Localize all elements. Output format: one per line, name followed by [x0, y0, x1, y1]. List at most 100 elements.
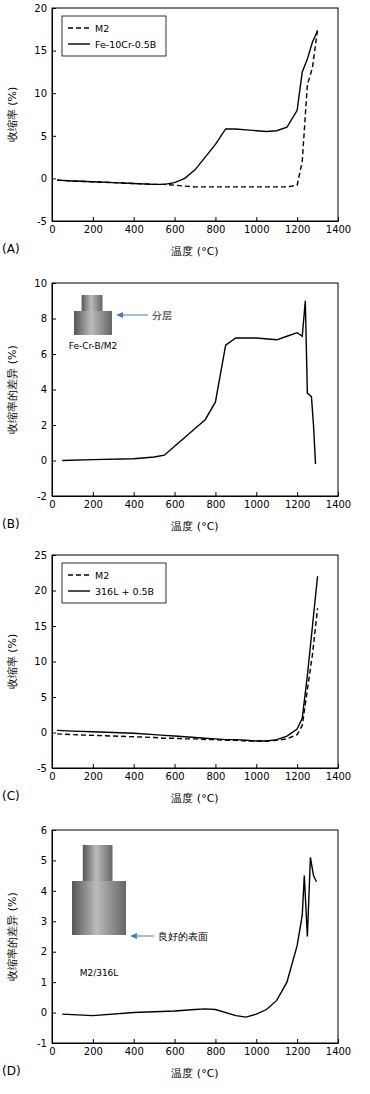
y-tick-label: 10: [34, 88, 47, 99]
y-tick-mark: [52, 591, 56, 592]
data-line: [62, 301, 315, 464]
plot-frame: [52, 8, 338, 221]
x-tick-label: 800: [206, 771, 225, 782]
x-tick: 1000: [244, 764, 269, 782]
x-tick-mark: [297, 1039, 298, 1043]
x-tick-label: 1000: [244, 499, 269, 510]
y-tick-mark: [52, 921, 56, 922]
x-tick-label: 600: [166, 499, 185, 510]
panel-label: (D): [2, 1064, 21, 1078]
x-tick-label: 400: [125, 499, 144, 510]
x-tick-mark: [215, 217, 216, 221]
x-axis-title: 温度 (°C): [171, 520, 218, 533]
y-tick-mark: [52, 390, 56, 391]
x-axis: 0200400600800100012001400: [49, 217, 351, 235]
legend-label: 316L + 0.5B: [95, 586, 154, 597]
x-tick: 1000: [244, 1039, 269, 1057]
x-axis-title: 温度 (°C): [171, 1067, 218, 1080]
y-tick-label: 0: [41, 727, 47, 738]
photo-part: [82, 295, 103, 311]
y-tick-label: 10: [34, 656, 47, 667]
y-tick-label: 0: [41, 173, 47, 184]
arrow-head: [116, 312, 123, 318]
x-axis-line: [53, 768, 339, 769]
photo: [72, 845, 126, 935]
x-axis-line: [53, 1043, 339, 1044]
y-tick-label: 3: [41, 916, 47, 927]
y-tick: 20: [34, 3, 56, 14]
y-tick-mark: [52, 982, 56, 983]
x-tick-label: 600: [166, 224, 185, 235]
y-tick: 8: [41, 313, 56, 324]
y-tick-label: 4: [41, 384, 47, 395]
y-tick-label: 10: [34, 278, 47, 289]
y-tick: -5: [37, 763, 56, 774]
legend-box: [62, 16, 166, 56]
y-tick-mark: [52, 283, 56, 284]
y-tick-label: 2: [41, 946, 47, 957]
x-tick: 200: [84, 1039, 103, 1057]
x-tick: 1000: [244, 492, 269, 510]
x-tick: 1200: [285, 1039, 310, 1057]
y-tick: -1: [37, 1038, 56, 1049]
x-tick: 1400: [326, 492, 351, 510]
y-tick-mark: [52, 51, 56, 52]
y-axis: -20246810: [34, 278, 56, 502]
x-tick-mark: [338, 492, 339, 496]
y-tick: -2: [37, 491, 56, 502]
legend-swatch: [68, 574, 90, 575]
x-tick-mark: [256, 764, 257, 768]
x-tick-label: 1400: [326, 499, 351, 510]
arrow-head: [130, 933, 137, 939]
plot-frame: [52, 555, 338, 768]
x-tick-mark: [215, 492, 216, 496]
legend-swatch: [68, 43, 90, 44]
x-tick-mark: [338, 764, 339, 768]
x-axis: 0200400600800100012001400: [49, 492, 351, 510]
panel-label: (C): [2, 789, 20, 803]
legend-swatch: [68, 590, 90, 591]
x-tick-label: 0: [49, 1046, 55, 1057]
y-tick: 25: [34, 550, 56, 561]
panel-label: (A): [2, 242, 20, 256]
x-tick: 400: [125, 764, 144, 782]
y-tick-mark: [52, 830, 56, 831]
x-tick-mark: [215, 764, 216, 768]
x-tick-mark: [256, 217, 257, 221]
x-tick: 800: [206, 1039, 225, 1057]
y-tick-label: 15: [34, 45, 47, 56]
panel: 0200400600800100012001400-10123456温度 (°C…: [2, 825, 351, 1080]
x-tick-mark: [256, 492, 257, 496]
legend: M2316L + 0.5B: [62, 563, 166, 603]
y-tick: 20: [34, 585, 56, 596]
photo-part: [74, 311, 112, 335]
y-tick-label: -5: [37, 763, 47, 774]
y-tick-mark: [52, 221, 56, 222]
x-tick-label: 1200: [285, 771, 310, 782]
x-tick-label: 1400: [326, 224, 351, 235]
y-axis-line: [52, 831, 53, 1044]
y-tick-label: -5: [37, 216, 47, 227]
x-tick: 1200: [285, 217, 310, 235]
x-tick: 1400: [326, 1039, 351, 1057]
x-tick: 800: [206, 217, 225, 235]
x-axis-line: [53, 496, 339, 497]
y-tick-mark: [52, 1013, 56, 1014]
x-tick-label: 800: [206, 499, 225, 510]
x-tick-mark: [93, 764, 94, 768]
x-tick: 600: [166, 1039, 185, 1057]
y-tick: 10: [34, 656, 56, 667]
y-tick-mark: [52, 8, 56, 9]
x-tick-label: 1000: [244, 1046, 269, 1057]
figure: 0200400600800100012001400-505101520温度 (°…: [0, 0, 370, 1094]
data-line: [57, 608, 317, 741]
y-tick: 1: [41, 977, 56, 988]
y-axis: -505101520: [34, 3, 56, 227]
x-tick-mark: [297, 764, 298, 768]
x-tick: 1200: [285, 492, 310, 510]
x-tick: 600: [166, 764, 185, 782]
annotation: M2/316L: [80, 968, 119, 978]
y-tick-label: 15: [34, 621, 47, 632]
x-tick-label: 800: [206, 1046, 225, 1057]
x-tick-mark: [297, 217, 298, 221]
